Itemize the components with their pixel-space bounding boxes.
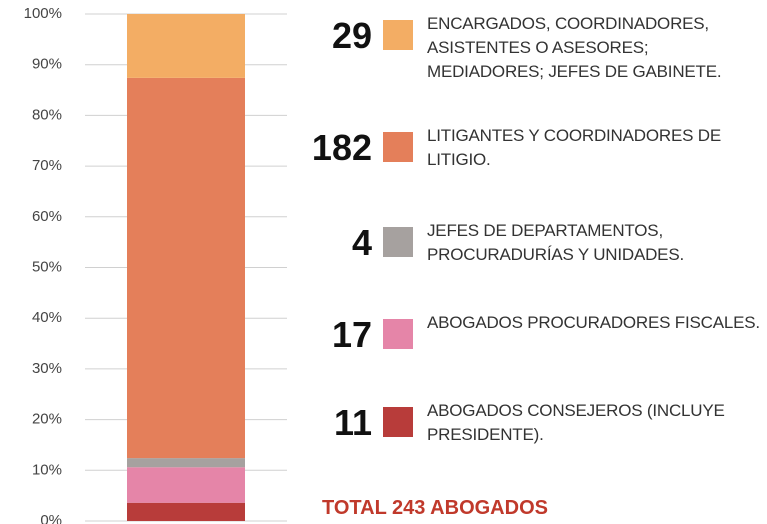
y-tick-label: 100% <box>24 5 62 22</box>
y-tick-label: 10% <box>32 461 62 478</box>
y-tick-label: 30% <box>32 360 62 377</box>
legend-item: 4 JEFES DE DEPARTAMENTOS, PROCURADURÍAS Y… <box>300 221 760 285</box>
legend-label: JEFES DE DEPARTAMENTOS, PROCURADURÍAS Y … <box>427 221 684 264</box>
legend-label: ENCARGADOS, COORDINADORES, ASISTENTES O … <box>427 14 722 81</box>
legend-item: 17 ABOGADOS PROCURADORES FISCALES. <box>300 313 760 377</box>
legend-swatch <box>383 132 413 162</box>
y-tick-label: 40% <box>32 309 62 326</box>
bar-segment <box>127 14 245 78</box>
legend-item: 182 LITIGANTES Y COORDINADORES DE LITIGIO… <box>300 126 760 190</box>
bar-segment <box>127 502 245 521</box>
bar-segment <box>127 77 245 459</box>
y-tick-label: 80% <box>32 106 62 123</box>
y-tick-label: 20% <box>32 411 62 428</box>
legend-count: 4 <box>351 222 372 263</box>
legend-label: ABOGADOS PROCURADORES FISCALES. <box>427 313 760 332</box>
y-tick-label: 0% <box>40 512 62 524</box>
legend-swatch <box>383 319 413 349</box>
bar-segment <box>127 467 245 503</box>
total-label: TOTAL 243 ABOGADOS <box>322 497 548 519</box>
legend-swatch <box>383 20 413 50</box>
y-tick-label: 70% <box>32 157 62 174</box>
y-tick-label: 50% <box>32 258 62 275</box>
legend-count: 29 <box>331 15 372 56</box>
legend-swatch <box>383 407 413 437</box>
bar-segment <box>127 458 245 468</box>
legend-count: 17 <box>331 314 372 355</box>
legend-count: 11 <box>333 402 372 443</box>
y-tick-label: 60% <box>32 208 62 225</box>
legend-label: ABOGADOS CONSEJEROS (INCLUYE PRESIDENTE)… <box>427 401 725 444</box>
legend-item: 11 ABOGADOS CONSEJEROS (INCLUYE PRESIDENT… <box>300 401 760 465</box>
legend-count: 182 <box>311 127 372 168</box>
legend-swatch <box>383 227 413 257</box>
y-tick-label: 90% <box>32 56 62 73</box>
legend-label: LITIGANTES Y COORDINADORES DE LITIGIO. <box>427 126 721 169</box>
legend-item: 29 ENCARGADOS, COORDINADORES, ASISTENTES … <box>300 14 760 81</box>
